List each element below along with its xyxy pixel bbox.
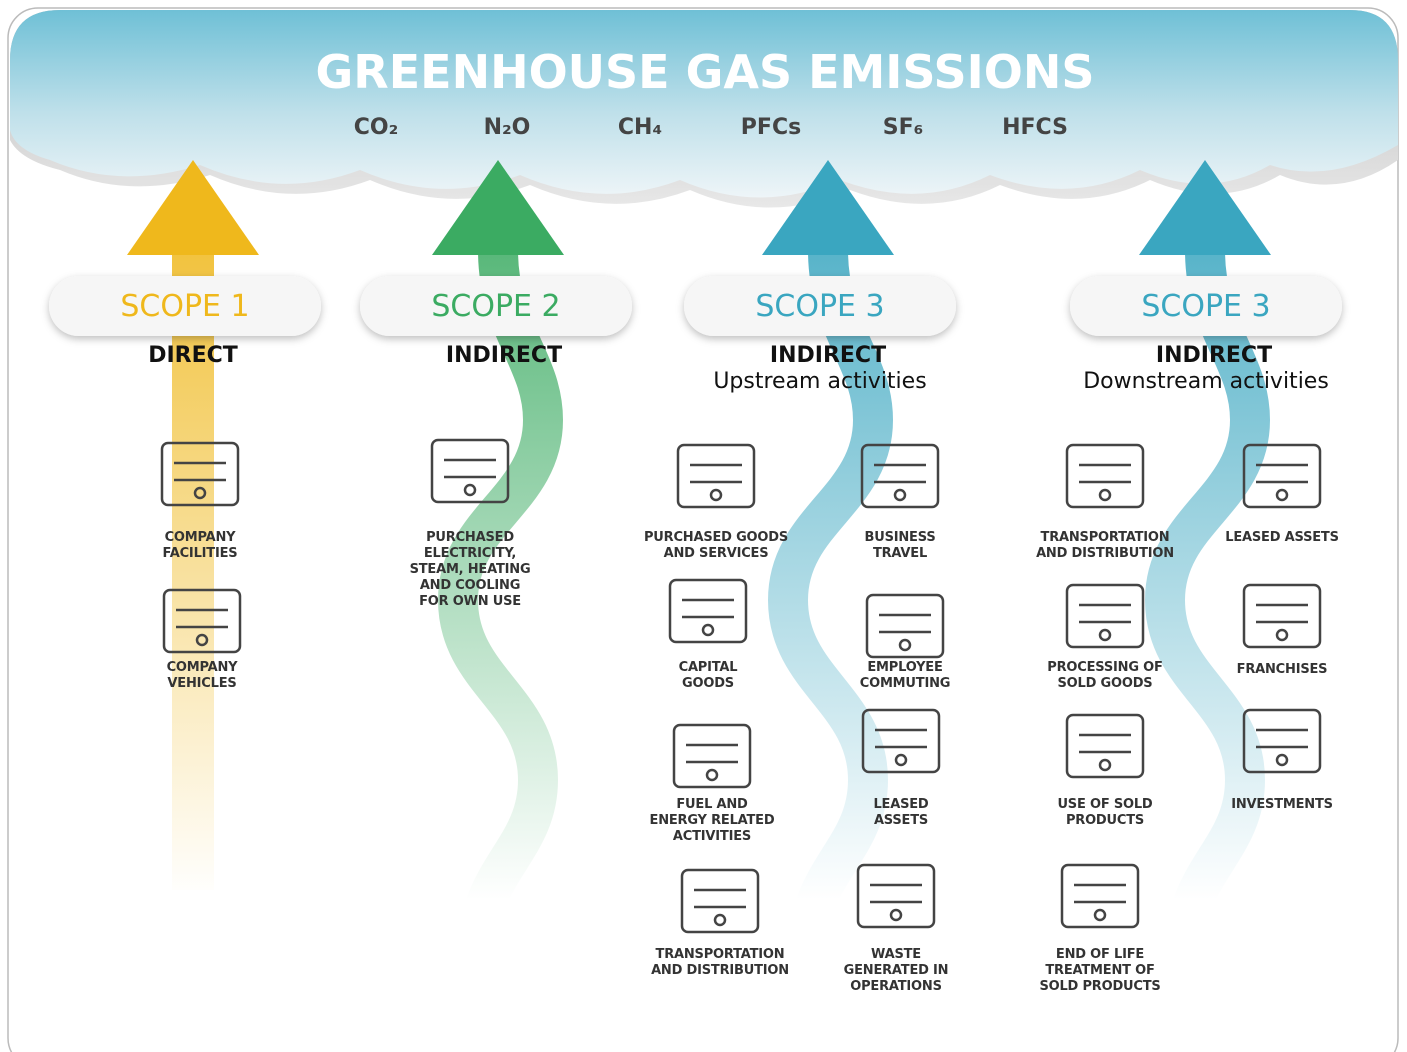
scope-subtitle: Downstream activities	[1083, 369, 1329, 394]
gas-label: CH₄	[618, 115, 662, 140]
canvas: GREENHOUSE GAS EMISSIONS CO₂ N₂O CH₄ PFCs SF₆…	[0, 0, 1407, 1052]
item-label: CAPITAL GOODS	[608, 660, 808, 692]
item-label: WASTE GENERATED IN OPERATIONS	[796, 947, 996, 995]
item-label: PURCHASED ELECTRICITY, STEAM, HEATING AN…	[370, 530, 570, 610]
item-label: USE OF SOLD PRODUCTS	[1005, 797, 1205, 829]
title: GREENHOUSE GAS EMISSIONS	[316, 45, 1095, 99]
item-label: FRANCHISES	[1182, 662, 1382, 678]
item-label: LEASED ASSETS	[1182, 530, 1382, 546]
scope-kind: INDIRECT	[446, 343, 562, 368]
scope-label: SCOPE 1	[120, 289, 249, 324]
item-label: PROCESSING OF SOLD GOODS	[1005, 660, 1205, 692]
item-label: PURCHASED GOODS AND SERVICES	[616, 530, 816, 562]
scope-kind: INDIRECT	[770, 343, 886, 368]
scope-label: SCOPE 3	[755, 289, 884, 324]
gas-label: PFCs	[741, 115, 801, 140]
item-label: FUEL AND ENERGY RELATED ACTIVITIES	[612, 797, 812, 845]
item-label: TRANSPORTATION AND DISTRIBUTION	[1005, 530, 1205, 562]
gas-label: HFCS	[1002, 115, 1068, 140]
scope-subtitle: Upstream activities	[713, 369, 926, 394]
item-label: COMPANY VEHICLES	[102, 660, 302, 692]
item-label: EMPLOYEE COMMUTING	[805, 660, 1005, 692]
gas-label: SF₆	[883, 115, 924, 140]
cloud	[10, 10, 1398, 208]
item-label: BUSINESS TRAVEL	[800, 530, 1000, 562]
item-label: END OF LIFE TREATMENT OF SOLD PRODUCTS	[1000, 947, 1200, 995]
gas-label: CO₂	[354, 115, 398, 140]
scope-label: SCOPE 2	[431, 289, 560, 324]
item-label: TRANSPORTATION AND DISTRIBUTION	[620, 947, 820, 979]
item-label: INVESTMENTS	[1182, 797, 1382, 813]
infographic: GREENHOUSE GAS EMISSIONS CO₂ N₂O CH₄ PFCs SF₆…	[0, 0, 1407, 1052]
gas-label: N₂O	[484, 115, 531, 140]
scope-label: SCOPE 3	[1141, 289, 1270, 324]
item-label: COMPANY FACILITIES	[100, 530, 300, 562]
scope-kind: DIRECT	[148, 343, 238, 368]
scope-kind: INDIRECT	[1156, 343, 1272, 368]
item-label: LEASED ASSETS	[801, 797, 1001, 829]
